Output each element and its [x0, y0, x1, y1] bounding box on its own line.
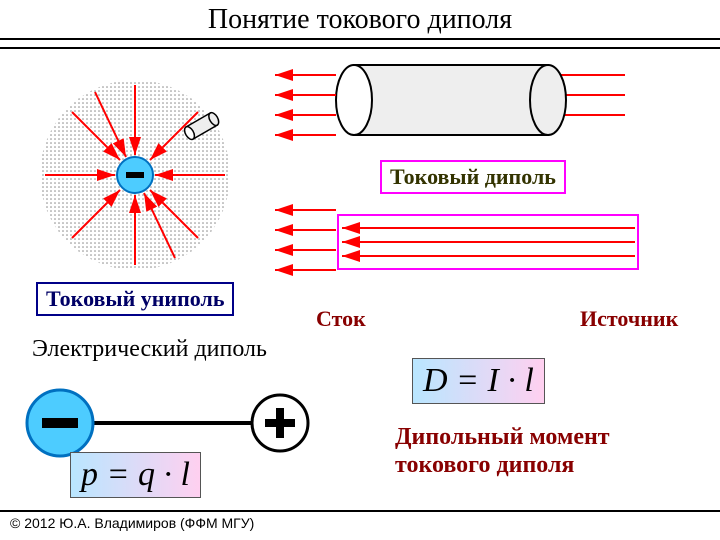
cylinder-diagram [270, 55, 670, 155]
copyright-text: © 2012 Ю.А. Владимиров (ФФМ МГУ) [10, 515, 254, 531]
page-root: Понятие токового диполя [0, 0, 720, 540]
formula-D: D = I · l [412, 358, 545, 404]
formula-p: p = q · l [70, 452, 201, 498]
bottom-rule [0, 510, 720, 512]
unipole-label-box: Токовый униполь [36, 282, 234, 316]
moment-label: Дипольный момент токового диполя [395, 424, 610, 479]
electric-dipole-label: Электрический диполь [32, 336, 267, 363]
title-rule-top [0, 38, 720, 40]
formula-D-text: D = I · l [423, 362, 534, 399]
formula-p-text: p = q · l [81, 456, 190, 493]
page-title: Понятие токового диполя [0, 4, 720, 36]
rect-dipole-diagram [270, 200, 670, 285]
istochnik-label: Источник [580, 306, 678, 332]
current-dipole-label-box: Токовый диполь [380, 160, 566, 194]
unipole-diagram [30, 70, 250, 290]
stok-label: Сток [316, 306, 366, 332]
title-rule-bot [0, 47, 720, 49]
